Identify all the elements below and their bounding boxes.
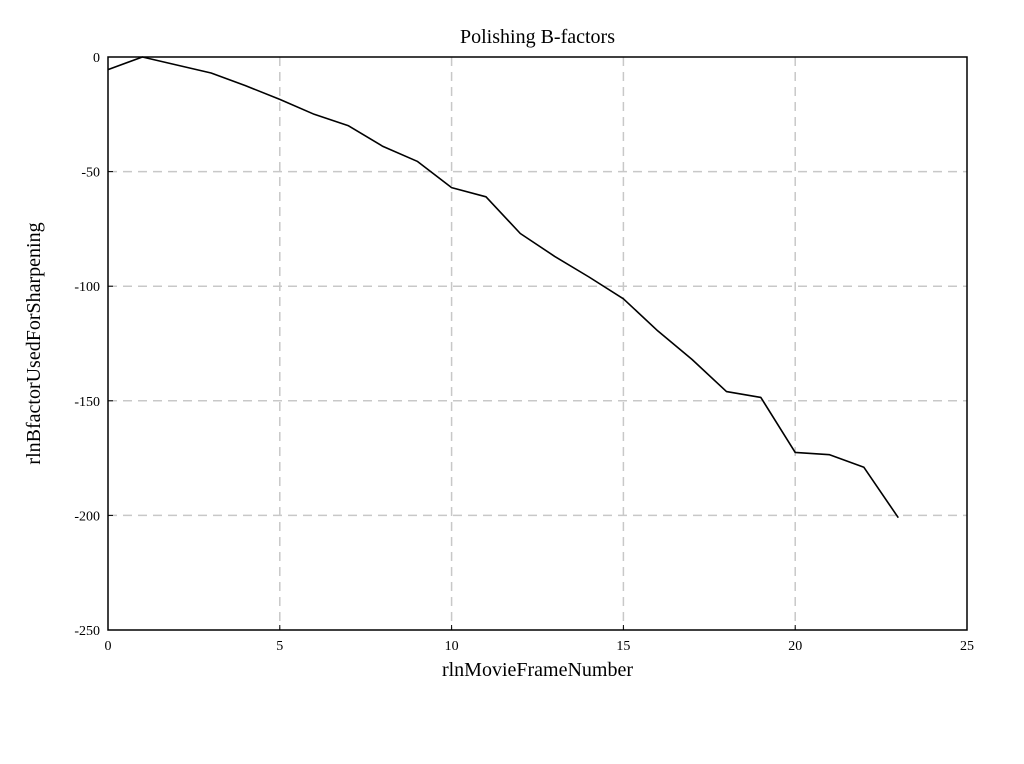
- x-tick-label: 5: [276, 639, 283, 654]
- y-tick-label: -200: [74, 509, 100, 524]
- y-tick-label: -250: [74, 624, 100, 639]
- chart-title: Polishing B-factors: [460, 26, 615, 48]
- x-tick-label: 15: [616, 639, 630, 654]
- x-tick-label: 20: [788, 639, 802, 654]
- y-tick-label: 0: [93, 51, 100, 66]
- y-tick-label: -50: [81, 166, 100, 181]
- grid-lines: [108, 57, 967, 630]
- x-tick-label: 25: [960, 639, 974, 654]
- y-axis-label: rlnBfactorUsedForSharpening: [23, 222, 45, 464]
- x-tick-label: 0: [105, 639, 112, 654]
- x-axis-label: rlnMovieFrameNumber: [442, 659, 633, 681]
- axis-ticks: 0 5 10 15 20 25 0 -50 -100 -150 -200 -250: [74, 51, 974, 654]
- series-line: [107, 56, 899, 519]
- series-layer: [107, 56, 899, 519]
- y-tick-label: -150: [74, 395, 100, 410]
- x-tick-label: 10: [445, 639, 459, 654]
- y-tick-label: -100: [74, 280, 100, 295]
- plot-area-frame: [107, 56, 968, 631]
